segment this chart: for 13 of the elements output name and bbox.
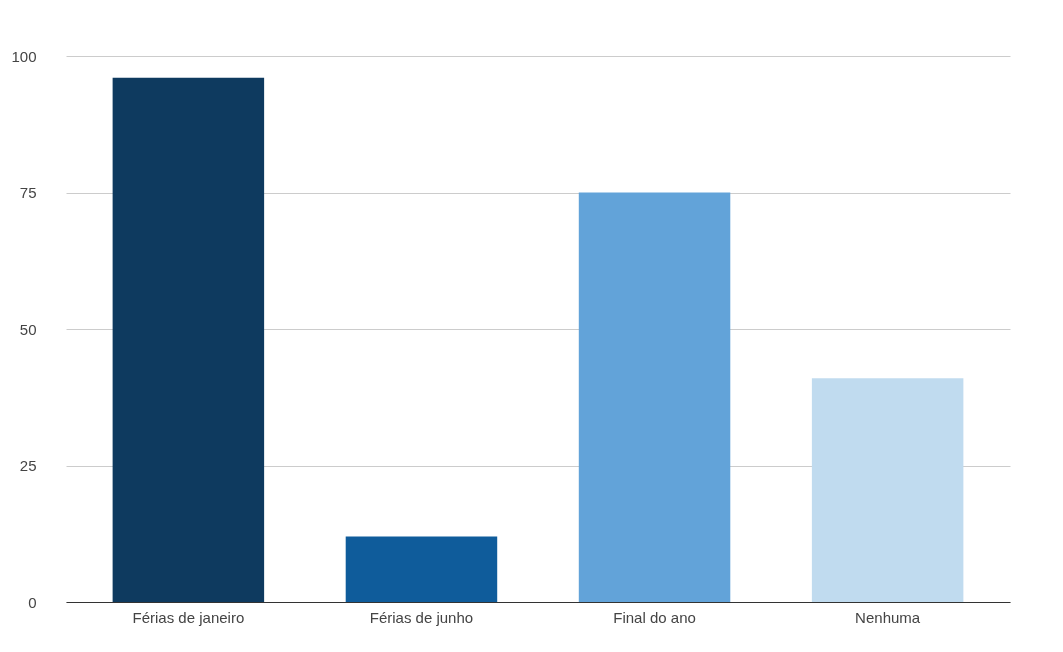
bar [112, 77, 265, 602]
y-tick-label: 100 [11, 47, 37, 65]
y-tick-label: 75 [19, 184, 37, 201]
bar [578, 192, 731, 602]
x-tick-label: Final do ano [613, 608, 696, 626]
bar [345, 536, 498, 602]
y-tick-label: 25 [19, 457, 37, 474]
x-tick-label: Férias de junho [369, 608, 474, 626]
bar [811, 378, 964, 602]
y-tick-label: 0 [28, 593, 37, 611]
y-tick-label: 50 [19, 320, 37, 338]
x-tick-label: Férias de janeiro [132, 608, 245, 626]
x-tick-label: Nenhuma [855, 608, 921, 626]
